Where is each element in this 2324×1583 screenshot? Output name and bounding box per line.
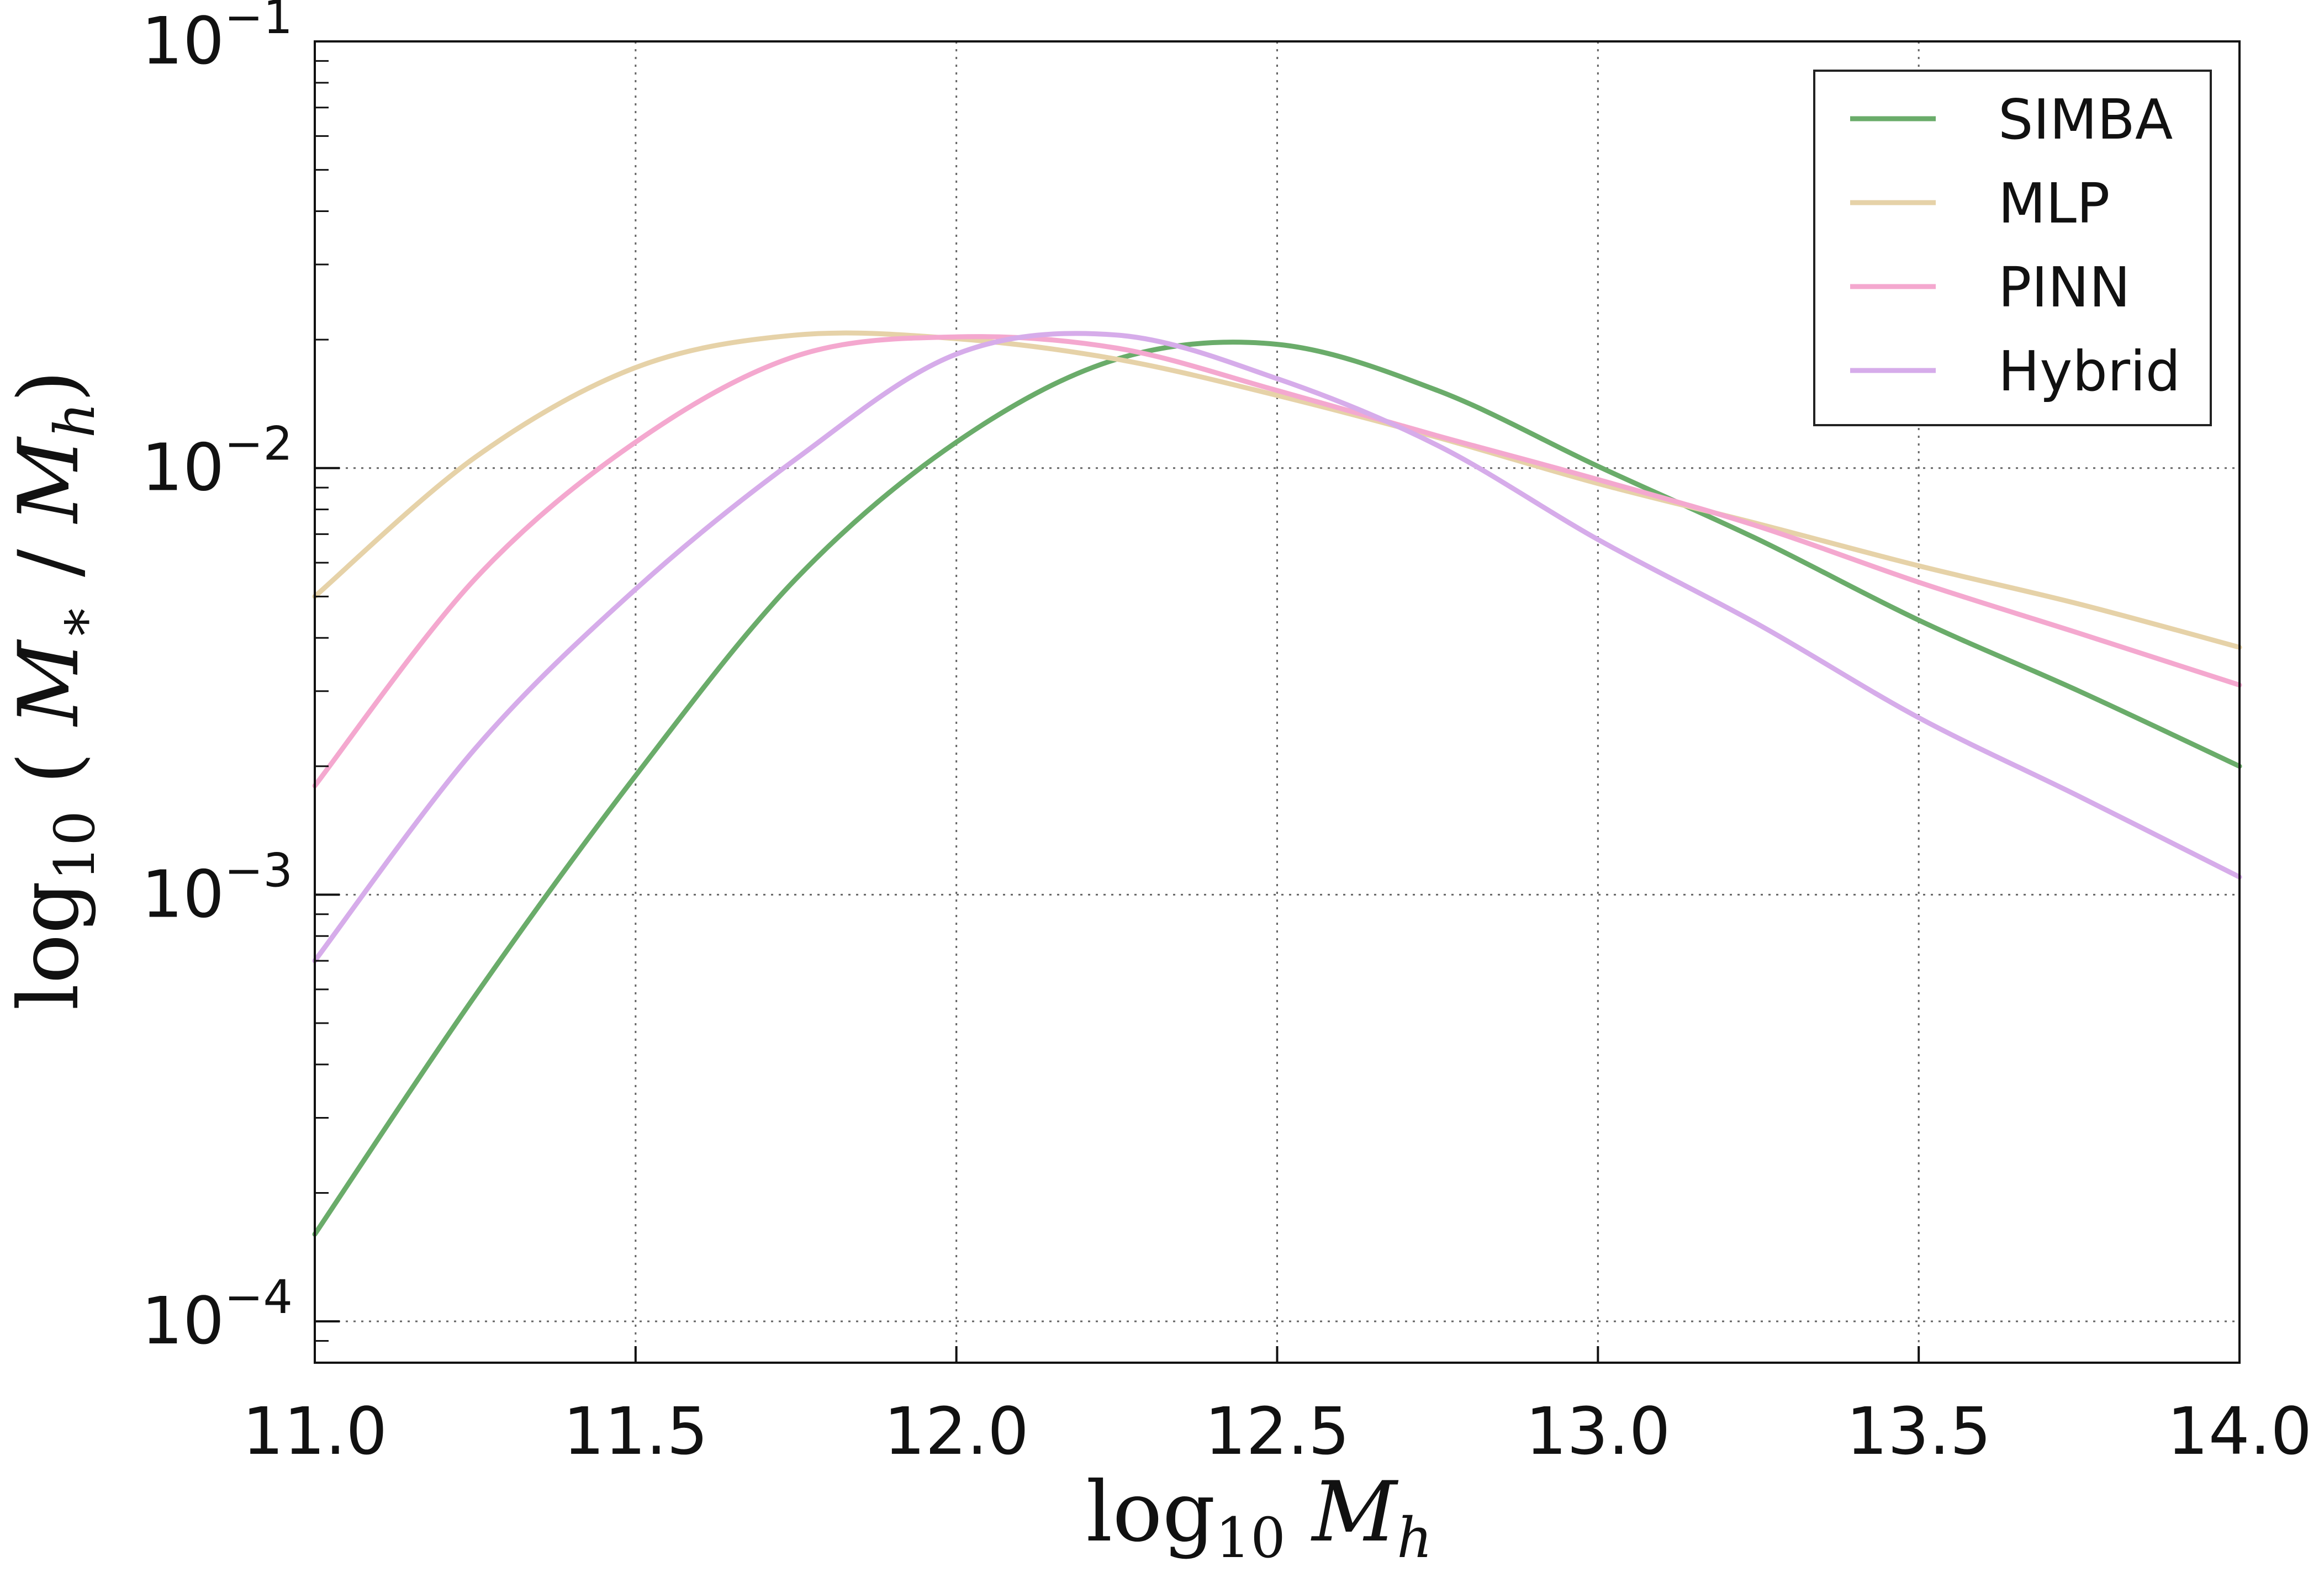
series-layer (312, 330, 2242, 1237)
plot-frame (314, 40, 2241, 1364)
series-line-pinn (312, 334, 2242, 788)
y-tick-label: 10−1 (141, 0, 293, 79)
x-tick-label: 14.0 (2167, 1393, 2312, 1469)
x-tick-label: 13.0 (1525, 1393, 1671, 1469)
x-tick-label: 11.5 (563, 1393, 708, 1469)
x-tick-label: 11.0 (242, 1393, 388, 1469)
legend-label-hybrid: Hybrid (1998, 339, 2180, 404)
legend-label-simba: SIMBA (1998, 87, 2173, 152)
y-tick-label: 10−4 (141, 1270, 293, 1359)
series-line-hybrid (312, 331, 2242, 963)
legend-label-pinn: PINN (1998, 255, 2130, 320)
y-axis-label: log10 ( M∗ / Mh) (1, 370, 107, 1010)
tick-labels: 11.0 11.5 12.0 12.5 13.0 13.5 14.0 10−1 10−2 10−3… (141, 0, 2312, 1469)
y-tick-label: 10−3 (141, 843, 293, 932)
y-tick-label: 10−2 (141, 417, 293, 506)
series-line-mlp (312, 330, 2242, 650)
axes (314, 40, 2241, 1364)
series-line-simba (312, 340, 2242, 1237)
x-axis-label: log10 Mh (1086, 1464, 1432, 1570)
legend-box (1813, 70, 2212, 426)
legend: SIMBA MLP PINN Hybrid (1813, 70, 2212, 426)
x-tick-label: 13.5 (1846, 1393, 1992, 1469)
x-tick-label: 12.0 (884, 1393, 1029, 1469)
legend-label-mlp: MLP (1998, 171, 2110, 236)
x-tick-label: 12.5 (1205, 1393, 1350, 1469)
